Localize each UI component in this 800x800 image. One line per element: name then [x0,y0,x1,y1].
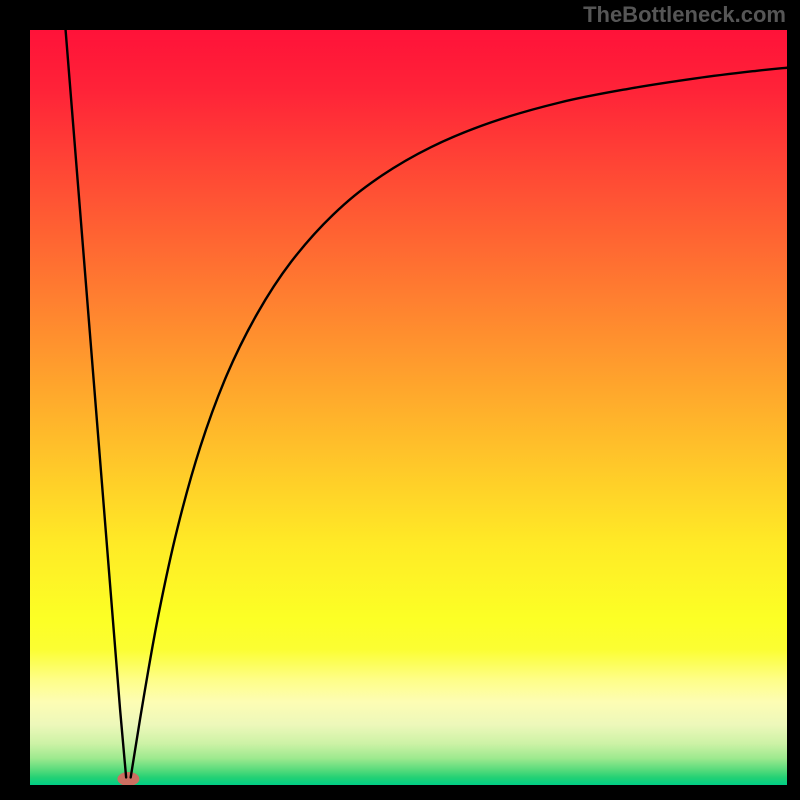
watermark-text: TheBottleneck.com [583,2,786,28]
gradient-background [30,30,787,785]
plot-area [30,30,787,785]
chart-svg [30,30,787,785]
chart-container: TheBottleneck.com [0,0,800,800]
